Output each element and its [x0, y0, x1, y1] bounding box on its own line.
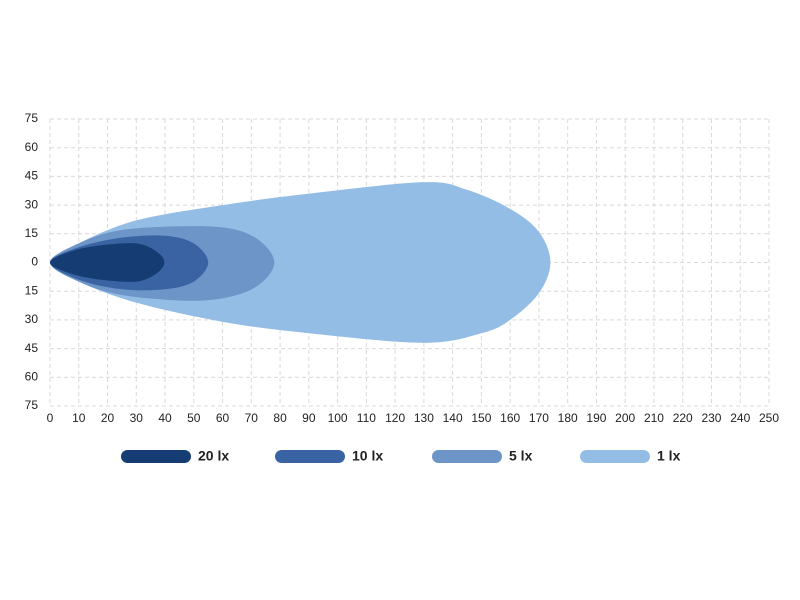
x-tick-label: 30	[130, 411, 144, 425]
x-tick-label: 170	[529, 411, 549, 425]
x-tick-label: 240	[730, 411, 750, 425]
legend-label: 10 lx	[352, 448, 383, 464]
x-tick-label: 10	[72, 411, 86, 425]
legend-label: 1 lx	[657, 448, 681, 464]
x-tick-label: 50	[187, 411, 201, 425]
y-tick-label: 30	[25, 197, 39, 211]
x-tick-label: 80	[273, 411, 287, 425]
legend-label: 5 lx	[509, 448, 533, 464]
x-tick-label: 100	[328, 411, 348, 425]
isolux-area	[50, 243, 165, 282]
x-tick-label: 110	[357, 411, 376, 425]
legend-label: 20 lx	[198, 448, 229, 464]
legend-swatch	[580, 450, 650, 463]
x-tick-label: 90	[302, 411, 316, 425]
x-tick-label: 0	[47, 411, 54, 425]
x-tick-label: 130	[414, 411, 434, 425]
legend-swatch	[121, 450, 191, 463]
x-tick-label: 200	[615, 411, 635, 425]
y-tick-label: 0	[31, 255, 38, 269]
x-tick-label: 220	[673, 411, 693, 425]
x-tick-label: 120	[385, 411, 405, 425]
y-tick-label: 75	[25, 111, 39, 125]
x-tick-label: 250	[759, 411, 779, 425]
y-tick-label: 15	[25, 283, 39, 297]
y-tick-label: 15	[25, 226, 39, 240]
y-tick-label: 75	[25, 398, 39, 412]
legend-swatch	[432, 450, 502, 463]
y-tick-label: 45	[25, 169, 39, 183]
x-tick-label: 20	[101, 411, 115, 425]
x-tick-label: 150	[471, 411, 491, 425]
x-tick-label: 190	[586, 411, 606, 425]
x-tick-label: 140	[443, 411, 463, 425]
legend-swatch	[275, 450, 345, 463]
y-tick-label: 30	[25, 312, 39, 326]
x-tick-label: 60	[216, 411, 230, 425]
y-tick-label: 60	[25, 369, 39, 383]
isolux-area	[50, 182, 551, 343]
x-tick-label: 70	[245, 411, 259, 425]
y-tick-label: 60	[25, 140, 39, 154]
x-tick-label: 160	[500, 411, 520, 425]
x-tick-label: 40	[158, 411, 172, 425]
x-tick-label: 210	[644, 411, 664, 425]
x-tick-label: 180	[558, 411, 578, 425]
y-tick-label: 45	[25, 341, 39, 355]
x-tick-label: 230	[701, 411, 721, 425]
